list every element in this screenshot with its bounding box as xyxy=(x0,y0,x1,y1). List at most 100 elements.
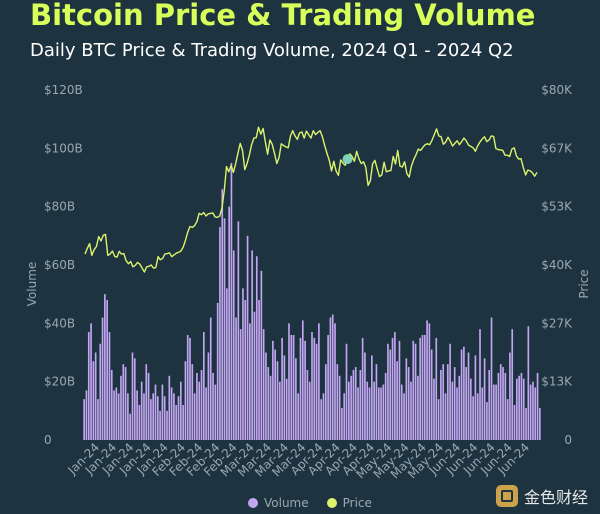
volume-bar xyxy=(460,349,463,440)
volume-bar xyxy=(108,332,111,440)
volume-bar xyxy=(223,218,226,440)
volume-bar xyxy=(278,381,281,440)
volume-bar xyxy=(311,332,313,440)
volume-bar xyxy=(354,367,357,440)
volume-bar xyxy=(322,393,325,440)
volume-bar xyxy=(414,343,417,440)
volume-bar xyxy=(469,378,472,440)
volume-bar xyxy=(285,378,288,440)
volume-bar xyxy=(106,300,108,440)
volume-bar xyxy=(539,407,541,440)
volume-bar xyxy=(83,399,85,440)
legend-item-price[interactable]: Price xyxy=(326,496,372,510)
volume-bar xyxy=(94,352,97,440)
volume-bar xyxy=(216,302,219,440)
volume-bar xyxy=(396,361,398,440)
volume-bar xyxy=(421,335,424,440)
volume-bar xyxy=(384,372,387,440)
volume-bar xyxy=(361,337,364,440)
volume-bar xyxy=(255,256,258,440)
volume-bar xyxy=(182,405,184,440)
volume-bar xyxy=(534,387,537,440)
volume-bar xyxy=(338,375,341,440)
volume-bar xyxy=(104,294,106,440)
y-right-tick-label: $53K xyxy=(541,200,573,214)
legend-item-volume[interactable]: Volume xyxy=(248,496,309,510)
volume-bar xyxy=(244,300,247,440)
volume-bar xyxy=(232,250,235,440)
volume-bar xyxy=(513,405,516,440)
volume-bar xyxy=(368,387,371,440)
volume-bar xyxy=(274,349,277,440)
volume-bar xyxy=(221,189,224,440)
y-right-tick-label: 0 xyxy=(564,433,572,447)
volume-bar xyxy=(329,317,332,440)
y-left-tick-label: $40B xyxy=(44,316,75,330)
volume-bar xyxy=(262,329,265,440)
volume-bar xyxy=(242,288,244,440)
y-left-tick-label: $80B xyxy=(44,200,75,214)
volume-bar xyxy=(209,317,212,440)
volume-bar xyxy=(235,317,237,440)
volume-bar xyxy=(446,364,449,440)
volume-bar xyxy=(292,335,295,440)
volume-bar xyxy=(504,372,507,440)
volume-bar xyxy=(205,387,207,440)
volume-bar xyxy=(110,370,113,440)
watermark-logo-icon xyxy=(495,485,518,507)
volume-bar xyxy=(269,375,272,440)
volume-bar xyxy=(161,384,164,440)
volume-bar xyxy=(251,250,253,440)
volume-bar xyxy=(488,370,491,440)
volume-bar xyxy=(299,337,302,440)
volume-bar xyxy=(449,343,451,440)
volume-bar xyxy=(154,384,157,440)
volume-bar xyxy=(214,384,217,440)
y-left-tick-label: $120B xyxy=(44,83,83,97)
volume-bar xyxy=(389,349,392,440)
volume-bar xyxy=(394,332,396,440)
volume-bar xyxy=(423,335,426,440)
y-left-tick-label: 0 xyxy=(44,433,52,447)
y-right-tick-label: $80K xyxy=(541,83,573,97)
volume-bar xyxy=(90,323,92,440)
price-line xyxy=(84,126,538,273)
volume-bar xyxy=(200,370,203,440)
volume-bar xyxy=(297,393,300,440)
price-marker xyxy=(342,154,353,165)
volume-bar xyxy=(463,346,465,440)
volume-bar xyxy=(357,387,359,440)
volume-bar xyxy=(334,323,336,440)
volume-bar xyxy=(207,352,210,440)
volume-bar xyxy=(364,352,366,440)
volume-bar xyxy=(391,337,394,440)
volume-bar xyxy=(405,358,408,440)
volume-bar xyxy=(458,375,461,440)
volume-bar xyxy=(276,361,279,440)
volume-bar xyxy=(419,337,421,440)
volume-bar xyxy=(403,393,405,440)
legend-swatch-volume xyxy=(248,498,258,508)
volume-bar xyxy=(456,387,458,440)
volume-bar xyxy=(327,335,329,440)
volume-bar xyxy=(315,343,318,440)
volume-bar xyxy=(497,372,500,440)
volume-bar xyxy=(304,340,306,440)
y-left-tick-label: $60B xyxy=(44,258,75,272)
volume-bar xyxy=(308,381,311,440)
legend-label-price: Price xyxy=(342,496,372,510)
volume-bar xyxy=(152,393,155,440)
volume-bar xyxy=(281,337,283,440)
volume-bar xyxy=(168,375,171,440)
volume-bar xyxy=(525,407,527,440)
volume-bar xyxy=(186,335,189,440)
volume-bar xyxy=(336,364,339,440)
volume-bar xyxy=(382,384,385,440)
volume-bar xyxy=(265,352,267,440)
y-right-tick-label: $27K xyxy=(541,316,573,330)
volume-bar xyxy=(359,370,362,440)
volume-bar xyxy=(283,355,286,440)
volume-bar xyxy=(272,340,274,440)
volume-bar xyxy=(375,364,378,440)
volume-bar xyxy=(350,375,352,440)
